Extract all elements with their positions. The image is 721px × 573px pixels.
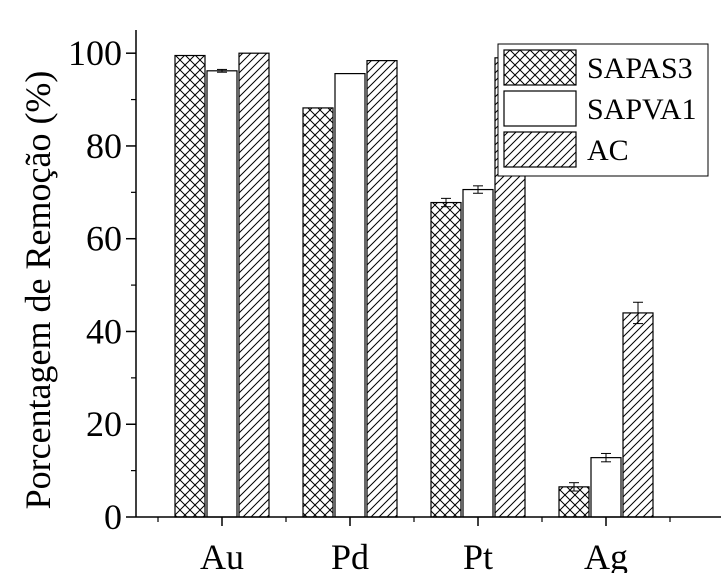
y-tick-label: 80 [86,126,122,166]
error-bar-sapva1-ag [601,452,611,463]
x-tick-label: Au [200,537,244,573]
axes [135,30,721,518]
y-axis-label: Porcentagem de Remoção (%) [18,71,58,510]
legend: SAPAS3 SAPVA1 AC [497,43,709,177]
legend-item-sapas3: SAPAS3 [503,49,693,86]
legend-swatch [503,90,577,127]
bars-group [174,52,654,518]
y-tick-label: 0 [104,497,122,537]
error-bar-ac-ag [633,301,643,325]
legend-label: SAPAS3 [587,52,693,85]
x-ticks: Au Pd Pt Ag [157,517,671,573]
error-bar-sapas3-ag [569,482,579,492]
legend-swatch [503,49,577,86]
legend-label: AC [587,134,629,167]
y-tick-label: 40 [86,311,122,351]
y-tick-label: 20 [86,404,122,444]
bar-ac-au [238,52,270,518]
x-tick-label: Pd [331,537,369,573]
y-ticks: 0 20 40 60 80 100 [68,33,136,537]
error-bars-group [217,55,643,492]
legend-item-sapva1: SAPVA1 [503,90,697,127]
bar-ac-ag [622,312,654,518]
bar-sapva1-ag [590,457,622,518]
y-tick-label: 60 [86,219,122,259]
bar-sapas3-ag [558,486,590,518]
error-bar-sapva1-pt [473,185,483,194]
x-tick-label: Pt [463,537,493,573]
y-tick-label: 100 [68,33,122,73]
error-bar-sapas3-pt [441,197,451,208]
bar-sapas3-pd [302,107,334,518]
legend-label: SAPVA1 [587,93,697,126]
bar-sapva1-pt [462,188,494,518]
bar-sapas3-pt [430,201,462,518]
bar-sapva1-pd [334,72,366,518]
bar-ac-pd [366,60,398,518]
x-tick-label: Ag [584,537,628,573]
error-bar-sapva1-au [217,68,227,73]
bar-sapva1-au [206,70,238,518]
legend-item-ac: AC [503,131,629,168]
bar-sapas3-au [174,54,206,518]
legend-swatch [503,131,577,168]
